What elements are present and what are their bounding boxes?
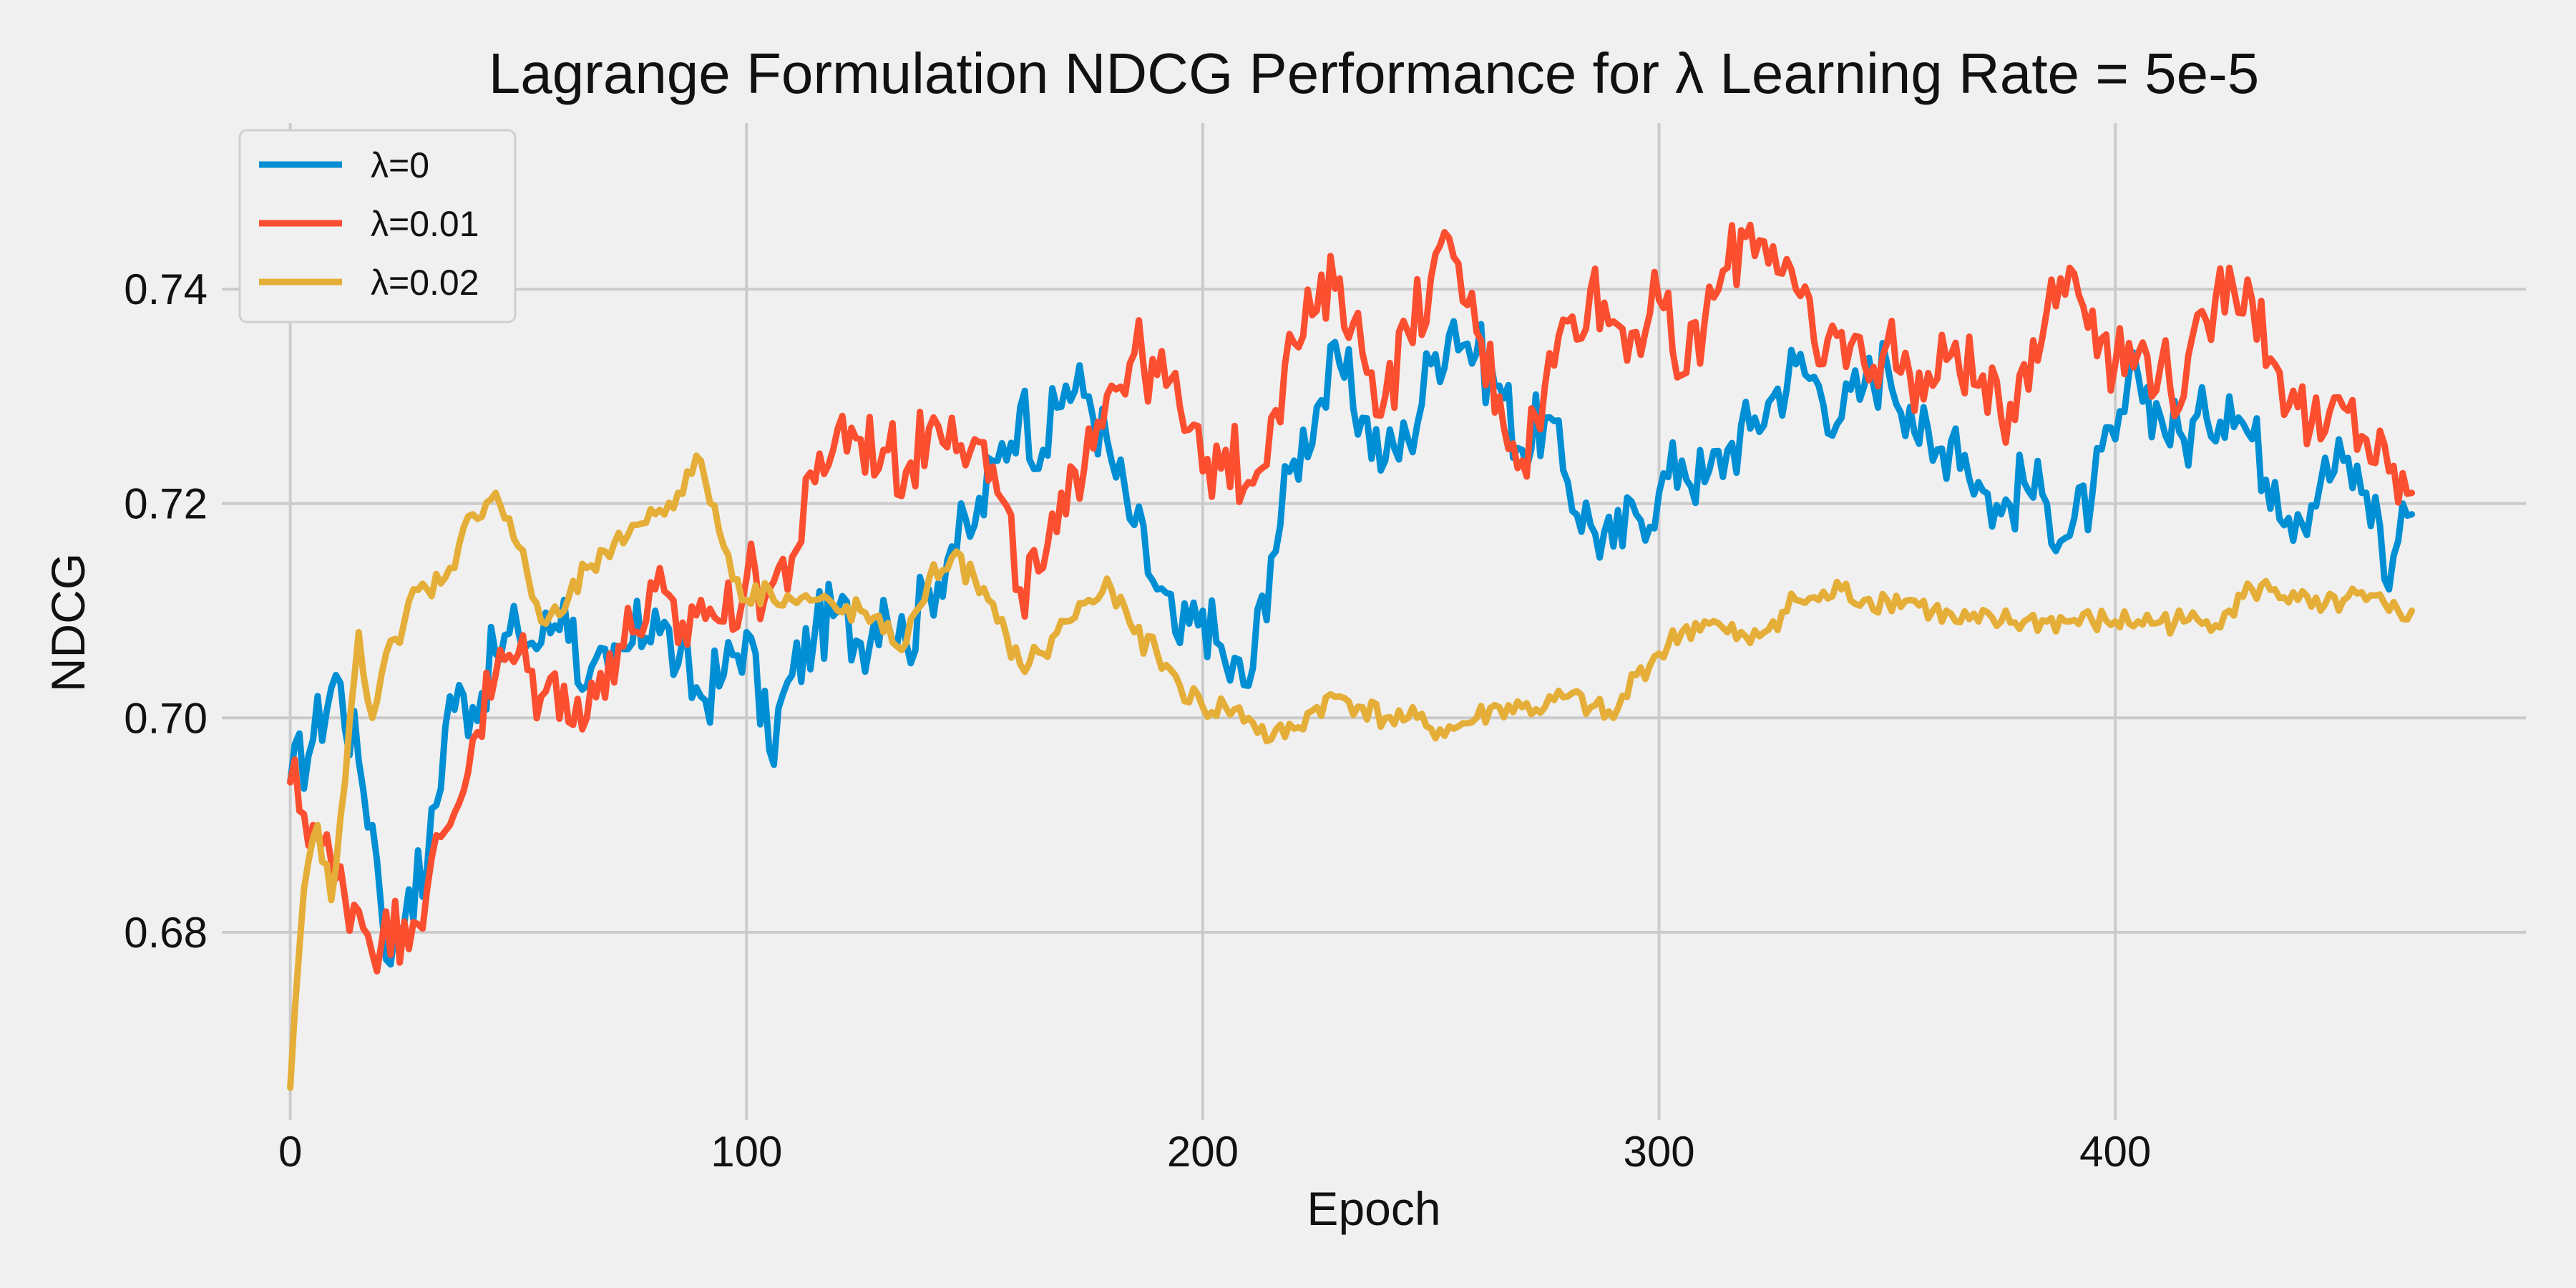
x-tick-label-1: 100 — [711, 1128, 782, 1176]
series-line-0 — [287, 318, 2416, 968]
chart-title: Lagrange Formulation NDCG Performance fo… — [489, 42, 2260, 105]
y-axis-label: NDCG — [42, 553, 94, 692]
series-line-1 — [287, 221, 2416, 975]
legend-label-0: λ=0 — [371, 145, 429, 185]
y-tick-label-2: 0.72 — [124, 480, 208, 528]
x-tick-label-0: 0 — [278, 1128, 302, 1176]
legend: λ=0 λ=0.01 λ=0.02 — [238, 129, 517, 323]
y-tick-label-3: 0.74 — [124, 265, 208, 313]
x-tick-label-3: 300 — [1623, 1128, 1694, 1176]
tick-layer: 0 100 200 300 400 0.68 0.70 0.72 0.74 — [124, 265, 2151, 1176]
legend-label-1: λ=0.01 — [371, 204, 479, 244]
legend-label-2: λ=0.02 — [371, 263, 479, 303]
y-tick-label-1: 0.70 — [124, 694, 208, 742]
x-tick-label-2: 200 — [1167, 1128, 1239, 1176]
series-layer — [287, 221, 2416, 1091]
x-tick-label-4: 400 — [2079, 1128, 2151, 1176]
series-line-2 — [287, 452, 2416, 1091]
x-axis-label: Epoch — [1307, 1182, 1440, 1235]
legend-frame — [238, 129, 517, 323]
y-tick-label-0: 0.68 — [124, 909, 208, 957]
